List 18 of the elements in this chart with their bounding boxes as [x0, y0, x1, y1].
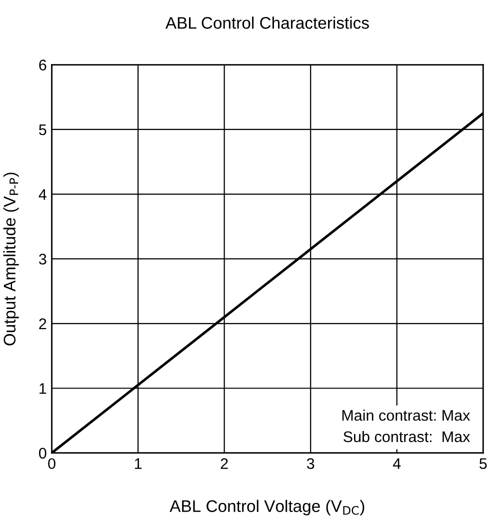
x-tick-label: 2: [220, 458, 228, 469]
y-axis-title: Output Amplitude (V$_{P-P}$): [3, 172, 19, 346]
y-tick-label: 4: [38, 189, 46, 200]
y-tick-label: 2: [39, 318, 46, 330]
chart-title: ABL Control Characteristics: [165, 16, 369, 29]
x-tick-label: 3: [306, 458, 314, 470]
x-tick-label: 0: [48, 458, 56, 470]
y-tick-label: 5: [39, 124, 46, 136]
x-tick-label: 1: [134, 458, 142, 469]
y-tick-label: 6: [39, 60, 46, 70]
y-tick-label: 0: [39, 448, 46, 459]
y-tick-label: 1: [40, 383, 46, 394]
x-tick-label: 5: [480, 458, 487, 470]
x-tick-label: 4: [392, 458, 401, 469]
annotation: Sub contrast: Max: [344, 430, 470, 442]
annotation: Main contrast: Max: [342, 410, 470, 421]
y-tick-label: 3: [38, 254, 46, 265]
x-axis-title: ABL Control Voltage (V$_{DC}$): [170, 500, 364, 516]
